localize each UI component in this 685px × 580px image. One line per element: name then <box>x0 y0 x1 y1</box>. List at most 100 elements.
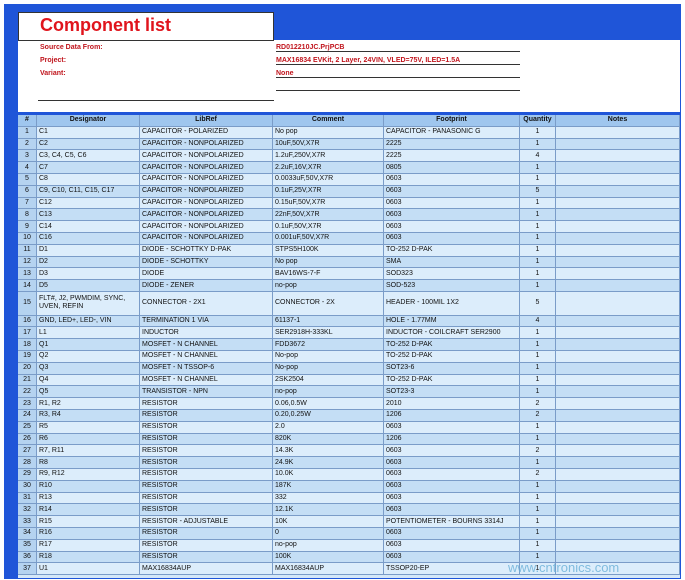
cell: 0603 <box>384 469 520 481</box>
cell: 4 <box>520 315 556 328</box>
cell: No pop <box>273 126 384 139</box>
cell: 30 <box>18 480 37 493</box>
cell: No pop <box>273 256 384 269</box>
cell: 1 <box>520 126 556 139</box>
cell: FDD3672 <box>273 339 384 351</box>
cell: 1 <box>520 339 556 351</box>
cell: 2 <box>520 398 556 410</box>
cell: 24 <box>18 410 37 422</box>
cell: 1206 <box>384 410 520 422</box>
notes-cell <box>556 374 680 387</box>
cell: C9, C10, C11, C15, C17 <box>37 185 140 198</box>
cell: D5 <box>37 280 140 292</box>
cell: 0603 <box>384 209 520 222</box>
cell: RESISTOR <box>140 433 273 446</box>
cell: TRANSISTOR - NPN <box>140 386 273 399</box>
cell: 0603 <box>384 539 520 552</box>
notes-cell <box>556 150 680 163</box>
cell: Q4 <box>37 374 140 387</box>
cell: CAPACITOR - NONPOLARIZED <box>140 138 273 151</box>
cell: CAPACITOR - NONPOLARIZED <box>140 221 273 233</box>
notes-cell <box>556 244 680 257</box>
cell: R10 <box>37 480 140 493</box>
cell: RESISTOR <box>140 480 273 493</box>
cell: 0603 <box>384 528 520 540</box>
column-header: Quantity <box>520 115 556 127</box>
cell: R18 <box>37 551 140 564</box>
cell: L1 <box>37 327 140 340</box>
cell: 5 <box>520 292 556 316</box>
cell: 1206 <box>384 433 520 446</box>
cell: POTENTIOMETER - BOURNS 3314J <box>384 516 520 528</box>
notes-cell <box>556 197 680 210</box>
cell: 0805 <box>384 162 520 174</box>
notes-cell <box>556 138 680 151</box>
cell: U1 <box>37 563 140 576</box>
notes-cell <box>556 209 680 222</box>
cell: RESISTOR <box>140 457 273 469</box>
notes-cell <box>556 126 680 139</box>
cell: CAPACITOR - POLARIZED <box>140 126 273 139</box>
cell: MOSFET - N CHANNEL <box>140 374 273 387</box>
notes-cell <box>556 221 680 233</box>
cell: R16 <box>37 528 140 540</box>
cell: 10.0K <box>273 469 384 481</box>
cell: 25 <box>18 421 37 434</box>
cell: RESISTOR <box>140 445 273 458</box>
field-value: RD012210JC.PrjPCB <box>276 44 520 52</box>
cell: 16 <box>18 315 37 328</box>
bom-table: # Designator LibRef Comment Footprint Quantit… <box>18 115 680 578</box>
cell: SOT23-6 <box>384 362 520 375</box>
cell: 6 <box>18 185 37 198</box>
cell: INDUCTOR <box>140 327 273 340</box>
cell: 0603 <box>384 185 520 198</box>
cell: 13 <box>18 268 37 281</box>
cell: 1 <box>520 244 556 257</box>
cell: CAPACITOR - NONPOLARIZED <box>140 209 273 222</box>
cell: HOLE - 1.77MM <box>384 315 520 328</box>
cell: C16 <box>37 233 140 245</box>
notes-cell <box>556 292 680 316</box>
notes-cell <box>556 162 680 174</box>
column-header: Footprint <box>384 115 520 127</box>
cell: D2 <box>37 256 140 269</box>
cell: 4 <box>520 150 556 163</box>
cell: 5 <box>18 174 37 186</box>
cell: R6 <box>37 433 140 446</box>
cell: GND, LED+, LED-, VIN <box>37 315 140 328</box>
cell: C2 <box>37 138 140 151</box>
notes-cell <box>556 410 680 422</box>
cell: D1 <box>37 244 140 257</box>
cell: Q5 <box>37 386 140 399</box>
cell: DIODE <box>140 268 273 281</box>
cell: C3, C4, C5, C6 <box>37 150 140 163</box>
cell: 0603 <box>384 492 520 505</box>
cell: MOSFET - N TSSOP-6 <box>140 362 273 375</box>
notes-cell <box>556 516 680 528</box>
cell: SMA <box>384 256 520 269</box>
notes-cell <box>556 528 680 540</box>
notes-cell <box>556 174 680 186</box>
cell: RESISTOR <box>140 492 273 505</box>
notes-cell <box>556 233 680 245</box>
notes-cell <box>556 551 680 564</box>
cell: Q2 <box>37 351 140 363</box>
cell: CAPACITOR - NONPOLARIZED <box>140 185 273 198</box>
cell: 1 <box>520 209 556 222</box>
cell: 820K <box>273 433 384 446</box>
cell: 20 <box>18 362 37 375</box>
cell: 1 <box>520 386 556 399</box>
cell: CAPACITOR - NONPOLARIZED <box>140 197 273 210</box>
cell: RESISTOR <box>140 551 273 564</box>
cell: 1 <box>520 374 556 387</box>
notes-cell <box>556 327 680 340</box>
notes-cell <box>556 351 680 363</box>
cell: 1 <box>520 433 556 446</box>
cell: MAX16834AUP <box>140 563 273 576</box>
rule <box>276 90 520 91</box>
cell: 1 <box>520 457 556 469</box>
cell: Q3 <box>37 362 140 375</box>
cell: 1 <box>520 197 556 210</box>
cell: 0603 <box>384 457 520 469</box>
cell: 1 <box>18 126 37 139</box>
